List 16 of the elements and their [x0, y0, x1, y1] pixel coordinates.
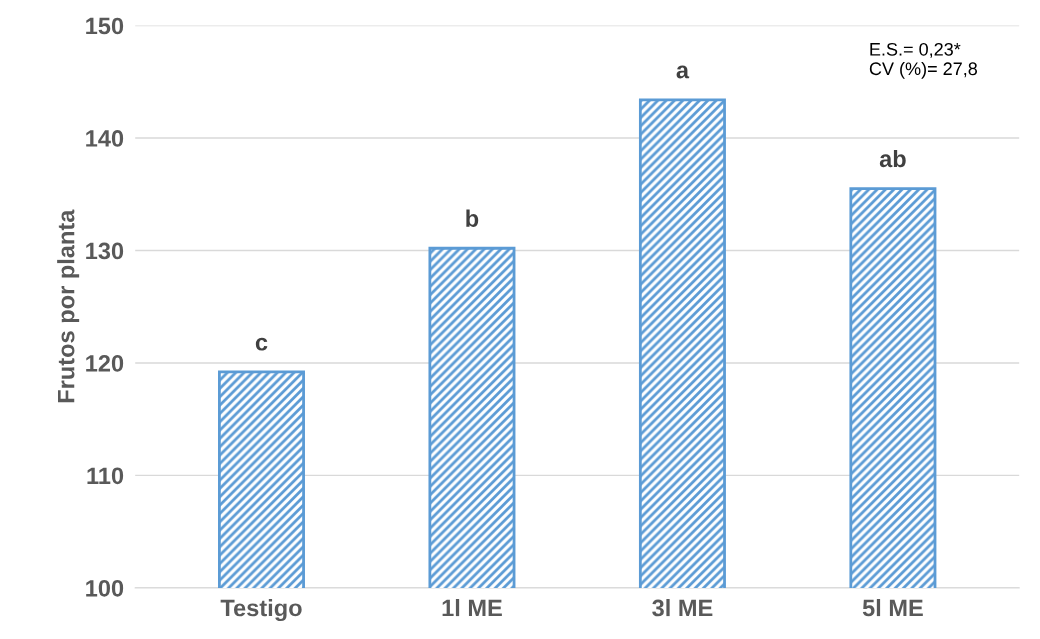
y-axis-title: Frutos por planta	[57, 209, 80, 403]
annotation: E.S.= 0,23* CV (%)= 27,8	[869, 42, 978, 79]
x-tick-label: 5l ME	[862, 598, 923, 617]
annotation: c	[255, 337, 268, 351]
y-tick-label: 120	[86, 355, 124, 372]
x-tick-label: Testigo	[220, 598, 302, 622]
y-tick-label: 110	[87, 467, 124, 485]
x-tick-label: 1l ME	[442, 598, 502, 617]
y-tick-label: 150	[86, 17, 124, 35]
y-tick-label: 140	[86, 130, 124, 147]
annotation: ab	[879, 149, 906, 168]
y-tick-label: 130	[86, 242, 124, 260]
annotation: a	[676, 65, 690, 79]
x-tick-label: 3l ME	[652, 598, 713, 617]
y-tick-label: 100	[86, 579, 124, 597]
annotation: b	[466, 209, 479, 227]
